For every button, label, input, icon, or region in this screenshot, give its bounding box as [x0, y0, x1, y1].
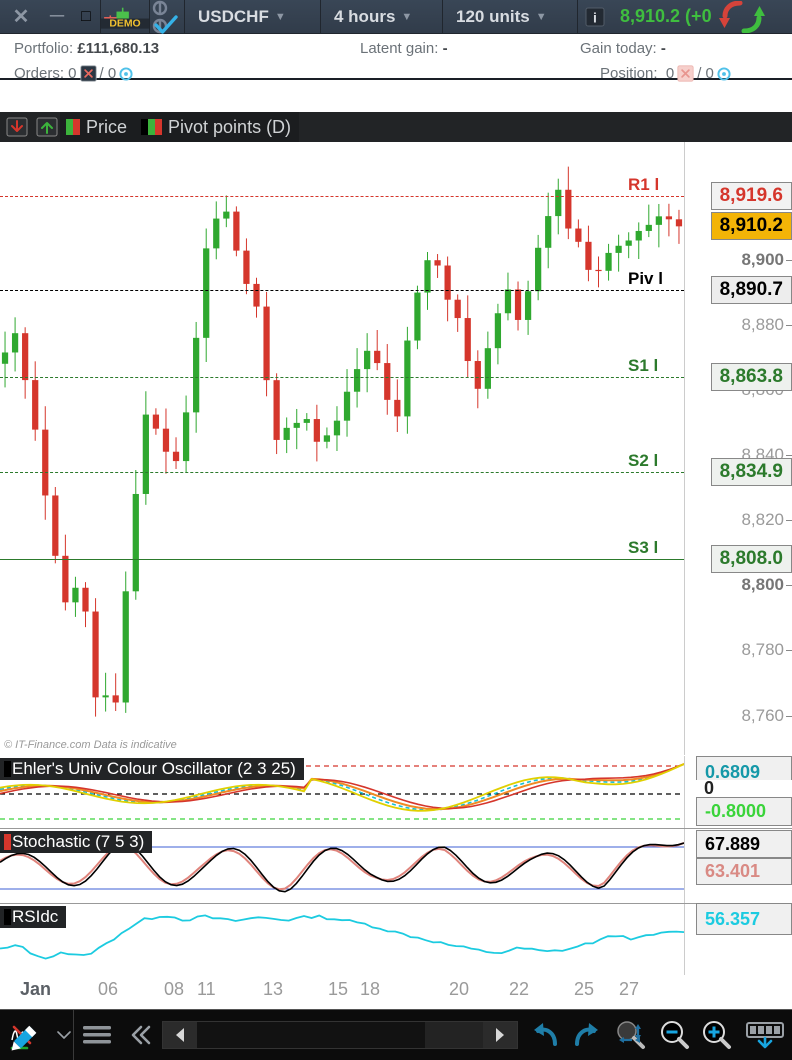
svg-text:DEMO: DEMO — [109, 18, 140, 29]
svg-text:i: i — [593, 9, 597, 25]
